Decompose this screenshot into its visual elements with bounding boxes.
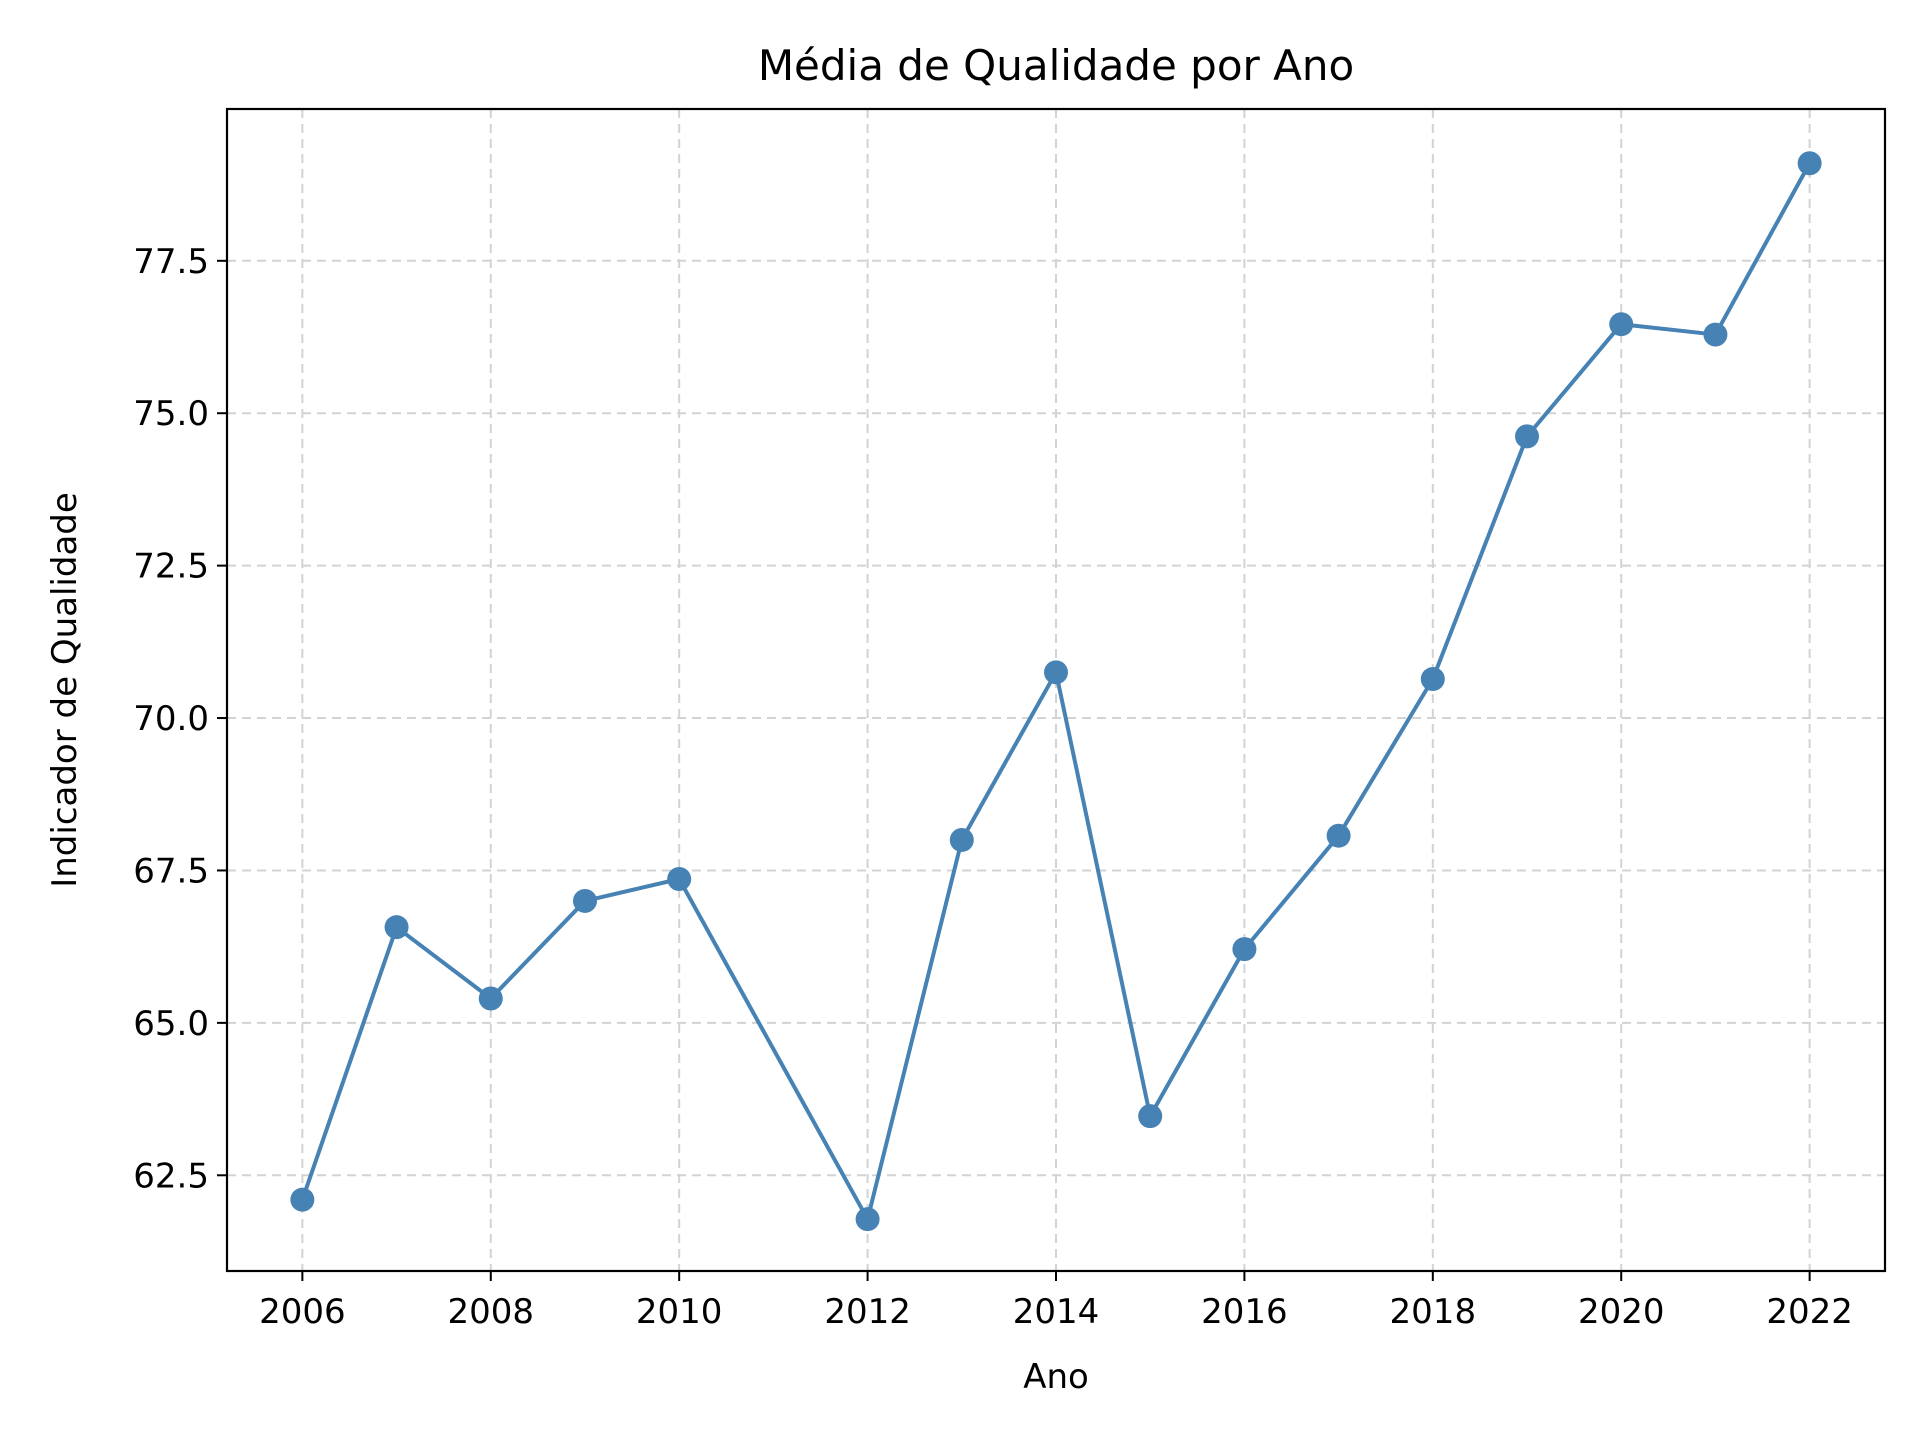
grid xyxy=(227,109,1885,1271)
data-point xyxy=(1703,322,1728,347)
y-tick-label: 65.0 xyxy=(133,1004,209,1044)
chart-title: Média de Qualidade por Ano xyxy=(758,41,1354,90)
x-tick-label: 2020 xyxy=(1578,1292,1665,1332)
x-tick-label: 2018 xyxy=(1390,1292,1477,1332)
data-point xyxy=(384,915,409,940)
x-tick-label: 2008 xyxy=(448,1292,535,1332)
x-tick-label: 2012 xyxy=(824,1292,911,1332)
x-tick-label: 2006 xyxy=(259,1292,346,1332)
data-point xyxy=(1609,312,1634,337)
data-point xyxy=(949,827,974,852)
series-line xyxy=(300,162,1812,1222)
data-point xyxy=(1326,823,1351,848)
data-point xyxy=(1515,424,1540,449)
data-point xyxy=(1797,151,1822,176)
x-tick-label: 2016 xyxy=(1201,1292,1288,1332)
y-tick-label: 72.5 xyxy=(133,547,209,587)
x-tick-label: 2010 xyxy=(636,1292,723,1332)
y-tick-label: 62.5 xyxy=(133,1156,209,1196)
plot-frame xyxy=(225,107,1887,1273)
x-tick-label: 2014 xyxy=(1013,1292,1100,1332)
y-tick-label: 77.5 xyxy=(133,242,209,282)
y-tick-label: 75.0 xyxy=(133,394,209,434)
y-tick-label: 67.5 xyxy=(133,851,209,891)
data-point xyxy=(1232,937,1257,962)
data-point xyxy=(290,1187,315,1212)
data-point xyxy=(478,986,503,1011)
data-point xyxy=(855,1207,880,1232)
data-point xyxy=(1420,667,1445,692)
y-tick-label: 70.0 xyxy=(133,699,209,739)
data-point xyxy=(1138,1104,1163,1129)
data-point xyxy=(1044,660,1068,685)
data-point xyxy=(667,866,692,891)
x-tick-label: 2022 xyxy=(1766,1292,1853,1332)
series-layer xyxy=(290,151,1822,1232)
data-point xyxy=(572,888,597,913)
y-axis-title: Indicador de Qualidade xyxy=(45,492,85,888)
ticks: 2006 2008 2010 2012 2014 2016 2018 2020 2022 62.5… xyxy=(133,242,1853,1332)
x-axis-title: Ano xyxy=(1023,1357,1089,1397)
